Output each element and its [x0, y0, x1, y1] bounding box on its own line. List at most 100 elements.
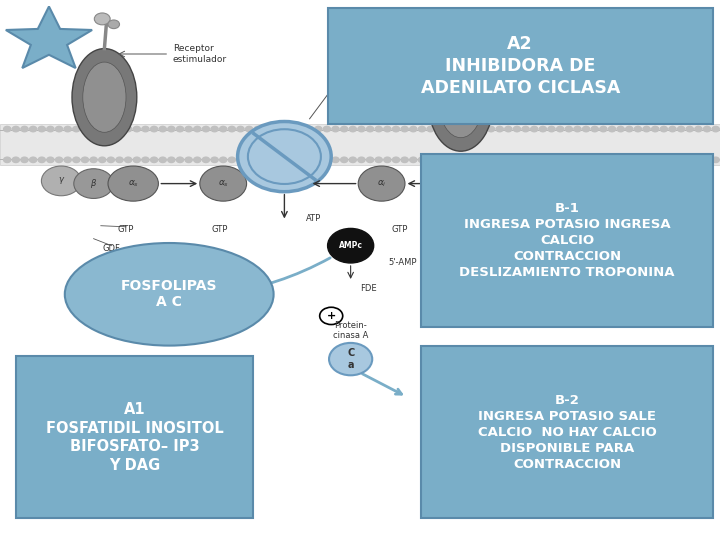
Circle shape [142, 126, 149, 132]
Circle shape [703, 126, 711, 132]
Circle shape [38, 157, 45, 163]
Circle shape [358, 126, 365, 132]
Circle shape [47, 157, 54, 163]
Circle shape [444, 126, 451, 132]
Circle shape [366, 126, 374, 132]
Circle shape [246, 126, 253, 132]
FancyBboxPatch shape [0, 124, 720, 165]
Circle shape [202, 157, 210, 163]
FancyBboxPatch shape [421, 346, 713, 518]
Circle shape [329, 343, 372, 375]
Text: $\alpha_s$: $\alpha_s$ [217, 178, 229, 189]
Circle shape [634, 126, 642, 132]
Circle shape [30, 126, 37, 132]
Circle shape [418, 157, 426, 163]
Text: GTP: GTP [118, 225, 134, 234]
Circle shape [125, 126, 132, 132]
Circle shape [323, 126, 330, 132]
Circle shape [392, 126, 400, 132]
Circle shape [548, 126, 555, 132]
Circle shape [453, 157, 460, 163]
Circle shape [159, 126, 166, 132]
Ellipse shape [65, 243, 274, 346]
Circle shape [21, 126, 28, 132]
Circle shape [133, 126, 140, 132]
Circle shape [55, 157, 63, 163]
Circle shape [220, 157, 227, 163]
Circle shape [427, 157, 434, 163]
Circle shape [444, 157, 451, 163]
Text: B-1
INGRESA POTASIO INGRESA
CALCIO
CONTRACCION
DESLIZAMIENTO TROPONINA: B-1 INGRESA POTASIO INGRESA CALCIO CONTR… [459, 202, 675, 279]
Circle shape [686, 157, 693, 163]
Circle shape [712, 157, 719, 163]
Circle shape [4, 126, 11, 132]
Circle shape [263, 126, 270, 132]
Circle shape [64, 126, 71, 132]
Circle shape [320, 307, 343, 325]
Text: Receptor
estimulador: Receptor estimulador [173, 44, 227, 64]
Circle shape [332, 126, 339, 132]
Ellipse shape [94, 13, 110, 25]
Circle shape [643, 126, 650, 132]
Circle shape [608, 126, 616, 132]
Ellipse shape [199, 166, 246, 201]
Circle shape [462, 157, 469, 163]
Circle shape [332, 157, 339, 163]
Text: Adenilil-
ciclasa: Adenilil- ciclasa [332, 42, 369, 61]
Circle shape [436, 157, 443, 163]
Circle shape [4, 157, 11, 163]
Text: $\alpha_s$: $\alpha_s$ [127, 178, 139, 189]
Text: +: + [327, 311, 336, 321]
Circle shape [695, 126, 702, 132]
FancyBboxPatch shape [328, 8, 713, 124]
Circle shape [643, 157, 650, 163]
Circle shape [73, 157, 80, 163]
Circle shape [557, 126, 564, 132]
Circle shape [513, 157, 521, 163]
Circle shape [565, 126, 572, 132]
Circle shape [366, 157, 374, 163]
Text: A1
FOSFATIDIL INOSITOL
BIFOSFATO– IP3
Y DAG: A1 FOSFATIDIL INOSITOL BIFOSFATO– IP3 Y … [46, 402, 223, 473]
Circle shape [168, 126, 175, 132]
Ellipse shape [439, 68, 482, 138]
Circle shape [289, 126, 296, 132]
Ellipse shape [83, 62, 126, 132]
Circle shape [107, 126, 114, 132]
Text: $\alpha_i$: $\alpha_i$ [377, 178, 387, 189]
Text: AMPc: AMPc [338, 241, 363, 250]
Circle shape [505, 157, 512, 163]
Circle shape [539, 126, 546, 132]
Circle shape [341, 126, 348, 132]
PathPatch shape [6, 6, 92, 68]
Circle shape [436, 126, 443, 132]
Text: GTP: GTP [212, 225, 228, 234]
Circle shape [712, 126, 719, 132]
Text: B-2
INGRESA POTASIO SALE
CALCIO  NO HAY CALCIO
DISPONIBLE PARA
CONTRACCION: B-2 INGRESA POTASIO SALE CALCIO NO HAY C… [477, 394, 657, 470]
Ellipse shape [482, 167, 526, 200]
Circle shape [228, 126, 235, 132]
Circle shape [678, 126, 685, 132]
Ellipse shape [42, 166, 81, 195]
Ellipse shape [359, 166, 405, 201]
Circle shape [263, 157, 270, 163]
Text: C
a: C a [347, 348, 354, 370]
Circle shape [462, 126, 469, 132]
Circle shape [12, 126, 19, 132]
Circle shape [427, 126, 434, 132]
Circle shape [202, 126, 210, 132]
Circle shape [479, 157, 486, 163]
Circle shape [375, 157, 382, 163]
Circle shape [125, 157, 132, 163]
Circle shape [150, 157, 158, 163]
Text: $\gamma$: $\gamma$ [58, 176, 65, 186]
Circle shape [12, 157, 19, 163]
Circle shape [341, 157, 348, 163]
Circle shape [90, 126, 97, 132]
Ellipse shape [524, 174, 563, 204]
Circle shape [349, 157, 356, 163]
Circle shape [194, 157, 201, 163]
Circle shape [185, 126, 192, 132]
Circle shape [522, 126, 529, 132]
Circle shape [582, 157, 590, 163]
Circle shape [315, 126, 322, 132]
